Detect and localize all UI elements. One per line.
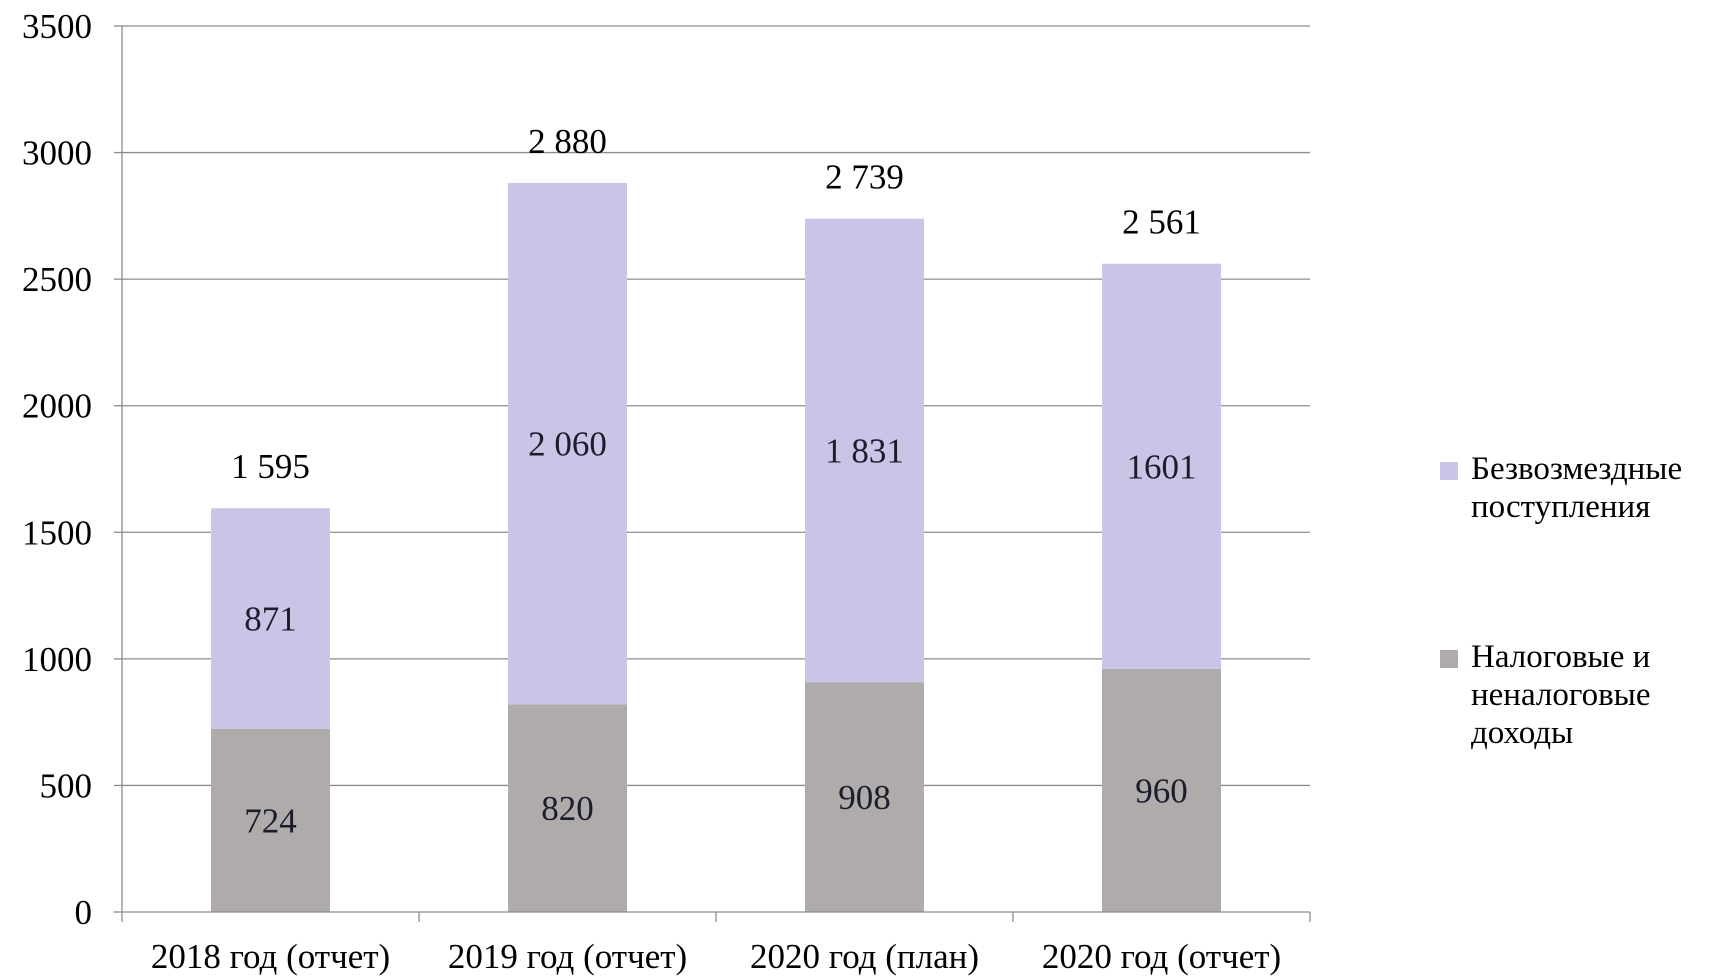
x-tick-label: 2020 год (план) <box>750 937 979 976</box>
bar-segment <box>508 704 627 912</box>
y-tick-label: 3500 <box>22 7 92 46</box>
legend-label-bezvozmezdnye: Безвозмездные поступления <box>1471 451 1683 525</box>
data-label: 820 <box>541 789 594 828</box>
bar-segment <box>508 182 627 705</box>
bar-segment <box>211 508 330 729</box>
data-label: 2 060 <box>528 425 607 464</box>
y-tick-label: 0 <box>75 893 93 932</box>
y-tick-label: 2000 <box>22 387 92 426</box>
bar-segment <box>805 682 924 912</box>
x-tick-label: 2019 год (отчет) <box>448 937 687 976</box>
legend-item-nalogovye: Налоговые и неналоговые доходы <box>1440 638 1710 752</box>
legend-swatch-nalogovye <box>1440 650 1458 668</box>
y-tick-label: 1000 <box>22 640 92 679</box>
y-axis: 0 500 1000 1500 2000 2500 3000 3500 <box>22 7 123 932</box>
x-tick-label: 2020 год (отчет) <box>1042 937 1281 976</box>
y-tick-label: 3000 <box>22 134 92 173</box>
bars: 724 871 1 595 820 2 060 2 880 908 1 831 2 739 960… <box>211 122 1221 912</box>
bar-segment <box>1102 263 1221 669</box>
data-label: 724 <box>244 801 297 840</box>
x-axis: 2018 год (отчет) 2019 год (отчет) 2020 год… <box>121 911 1311 976</box>
total-label: 2 880 <box>528 122 607 161</box>
y-tick-label: 1500 <box>22 513 92 552</box>
data-label: 908 <box>838 778 891 817</box>
bar-segment <box>1102 668 1221 912</box>
x-tick-label: 2018 год (отчет) <box>151 937 390 976</box>
data-label: 1 831 <box>825 431 904 470</box>
data-label: 1601 <box>1127 447 1197 486</box>
y-tick-label: 2500 <box>22 260 92 299</box>
bar-segment <box>211 728 330 912</box>
legend: Безвозмездные поступления Налоговые и не… <box>1440 450 1710 752</box>
legend-item-bezvozmezdnye: Безвозмездные поступления <box>1440 450 1710 526</box>
y-tick-label: 500 <box>40 766 93 805</box>
total-label: 2 739 <box>825 158 904 197</box>
bar-segment <box>805 218 924 683</box>
data-label: 871 <box>244 599 297 638</box>
legend-swatch-bezvozmezdnye <box>1440 462 1458 480</box>
legend-label-nalogovye: Налоговые и неналоговые доходы <box>1471 639 1651 751</box>
total-label: 2 561 <box>1122 203 1201 242</box>
total-label: 1 595 <box>231 447 310 486</box>
data-label: 960 <box>1135 771 1188 810</box>
